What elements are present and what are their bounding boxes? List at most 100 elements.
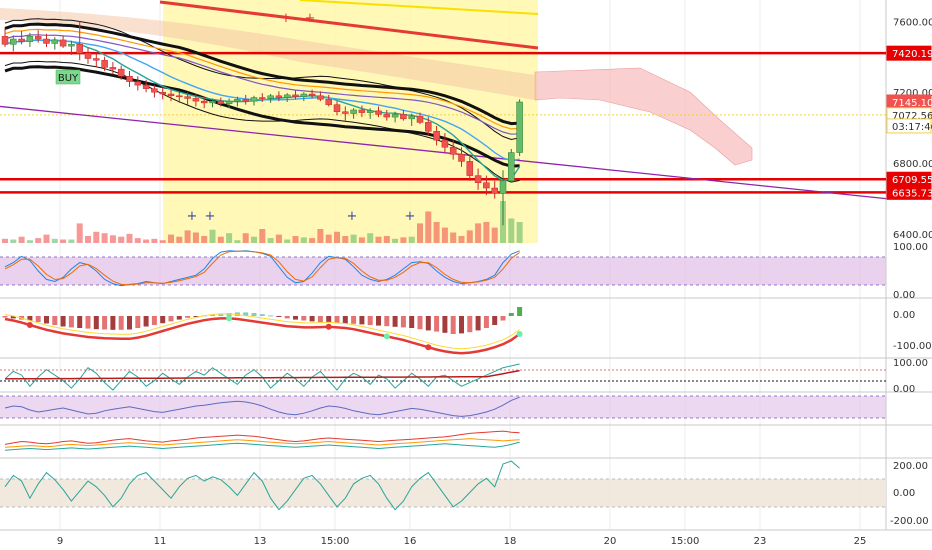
candle-body — [508, 152, 515, 182]
purple-trendline — [0, 105, 887, 200]
rsi-line — [4, 396, 520, 417]
candle-body — [18, 38, 25, 42]
macd-histogram-bar — [517, 307, 523, 316]
macd-histogram-bar — [334, 316, 340, 324]
volume-bar — [10, 239, 17, 243]
price-tick-label: 7600.00 — [893, 17, 932, 28]
macd-histogram-bar — [276, 316, 282, 317]
volume-bar — [201, 236, 208, 243]
price-tag-label: 7145.10 — [892, 98, 932, 109]
price-tag-label: 7072.56 — [892, 111, 932, 122]
candle-body — [408, 115, 415, 120]
volume-bar — [325, 234, 332, 243]
volume-bar — [192, 232, 199, 243]
candle-body — [283, 94, 291, 98]
candle-body — [200, 100, 208, 104]
volume-bar — [176, 236, 183, 243]
candle-body — [300, 93, 308, 97]
thick-black-ma — [4, 22, 520, 126]
plus-icon: + — [347, 209, 358, 224]
candle-body — [292, 94, 299, 97]
macd-tick-label: -100.00 — [893, 341, 932, 352]
macd-histogram-bar — [160, 316, 166, 324]
time-tick-label: 15:00 — [671, 536, 700, 547]
volume-bar — [292, 236, 299, 243]
osc-line — [4, 460, 520, 511]
volume-bar — [400, 237, 407, 243]
candle-body — [1, 36, 9, 45]
candle-body — [10, 38, 17, 45]
macd-histogram-bar — [409, 316, 415, 328]
price-tick-label: 6400.00 — [893, 230, 932, 241]
buy-signal: BUY — [55, 69, 81, 85]
volume-bar — [51, 238, 58, 243]
macd-histogram-bar — [342, 316, 348, 324]
volume-bar — [151, 238, 158, 243]
volume-bar — [392, 238, 399, 243]
price-tag: 7145.10 — [886, 94, 932, 110]
osc-tick-label: 0.00 — [893, 488, 915, 499]
candle-body — [458, 154, 465, 162]
candle-body — [275, 95, 283, 98]
macd-histogram-bar — [60, 316, 66, 327]
candle-body — [483, 182, 490, 189]
time-tick-label: 13 — [254, 536, 267, 547]
macd-histogram-bar — [475, 316, 481, 331]
plus-icon: + — [305, 11, 316, 26]
candle-body — [34, 36, 42, 40]
candle-body — [433, 131, 440, 141]
volume-bar — [143, 239, 150, 243]
volume-bar — [441, 227, 448, 243]
price-tag-label: 6635.73 — [892, 188, 932, 199]
osc-tick-label: -200.00 — [890, 516, 929, 527]
candle-body — [59, 39, 67, 47]
time-tick-label: 25 — [854, 536, 867, 547]
macd-cross-dot — [425, 344, 432, 351]
macd-histogram-bar — [110, 316, 116, 330]
candle-body — [267, 95, 274, 99]
volume-bar — [342, 236, 349, 243]
macd-histogram-bar — [226, 313, 232, 316]
volume-bar — [483, 222, 490, 243]
candle-body — [250, 97, 258, 102]
candle-body — [474, 175, 482, 183]
candle-body — [242, 99, 249, 102]
macd-histogram-bar — [301, 316, 307, 321]
macd-histogram-bar — [492, 316, 498, 325]
candle-body — [466, 161, 474, 176]
macd-histogram-bar — [44, 316, 49, 324]
macd-histogram-bar — [417, 316, 423, 330]
volume-bar — [134, 238, 141, 243]
macd-histogram-bar — [483, 316, 489, 328]
volume-bar — [259, 229, 266, 243]
macd-histogram-bar — [102, 316, 108, 330]
macd-histogram-bar — [135, 316, 141, 328]
volume-bar — [159, 240, 166, 243]
time-tick-label: 20 — [604, 536, 617, 547]
macd-histogram-bar — [52, 316, 58, 325]
price-tag: 6709.55 — [886, 171, 932, 187]
osc-tick-label: 200.00 — [893, 461, 928, 472]
candle-body — [516, 101, 523, 153]
macd-histogram-bar — [193, 316, 199, 317]
candle-body — [400, 114, 407, 120]
tsi-orange-line — [4, 438, 520, 448]
macd-histogram-bar — [367, 316, 373, 325]
candle-body — [366, 110, 374, 113]
macd-histogram-bar — [309, 316, 315, 322]
macd-histogram-bar — [243, 312, 249, 316]
ichimoku-cloud — [534, 67, 753, 166]
macd-histogram-bar — [392, 316, 398, 327]
orange-ma — [4, 28, 520, 130]
volume-bar — [458, 236, 465, 243]
volume-bar — [367, 233, 374, 243]
macd-cross-dot — [325, 323, 332, 330]
macd-histogram-bar — [210, 314, 215, 316]
volume-bar — [267, 238, 274, 243]
candle-body — [26, 36, 34, 42]
macd-line — [4, 317, 521, 355]
volume-bar — [508, 218, 515, 243]
candle-body — [93, 58, 100, 61]
